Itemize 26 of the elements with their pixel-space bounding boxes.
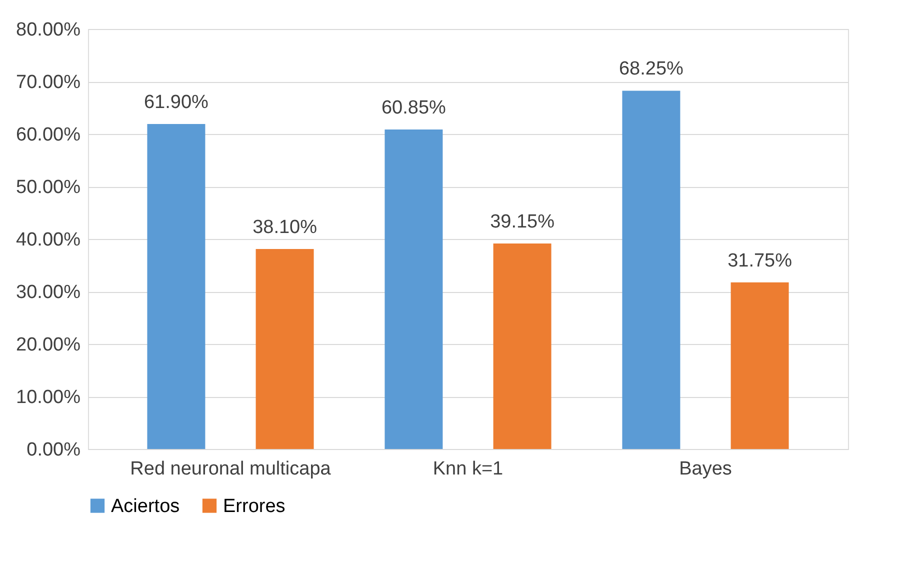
x-tick-label: Bayes [679, 458, 732, 480]
y-tick-label: 20.00% [16, 334, 81, 356]
data-label: 61.90% [144, 92, 209, 114]
bar [147, 124, 206, 449]
bar [384, 130, 443, 449]
data-label: 31.75% [728, 250, 792, 272]
x-tick-label: Red neuronal multicapa [130, 458, 332, 480]
y-tick-label: 70.00% [16, 72, 81, 93]
y-tick-label: 80.00% [16, 20, 81, 40]
data-label: 38.10% [252, 216, 318, 238]
data-label: 68.25% [618, 58, 684, 80]
y-tick-label: 60.00% [16, 124, 81, 146]
y-tick-label: 50.00% [16, 177, 81, 198]
y-tick-label: 40.00% [16, 230, 81, 250]
bar [622, 90, 680, 449]
bar [256, 248, 314, 449]
bar [730, 282, 789, 449]
legend-label: Errores [223, 496, 286, 517]
data-label: 60.85% [381, 98, 446, 119]
data-label: 39.15% [490, 211, 555, 232]
y-tick-label: 30.00% [16, 282, 81, 303]
legend-label: Aciertos [111, 496, 180, 517]
y-tick-label: 10.00% [16, 387, 81, 408]
y-tick-label: 0.00% [26, 440, 81, 460]
bar [493, 243, 552, 449]
x-tick-label: Knn k=1 [432, 458, 504, 480]
